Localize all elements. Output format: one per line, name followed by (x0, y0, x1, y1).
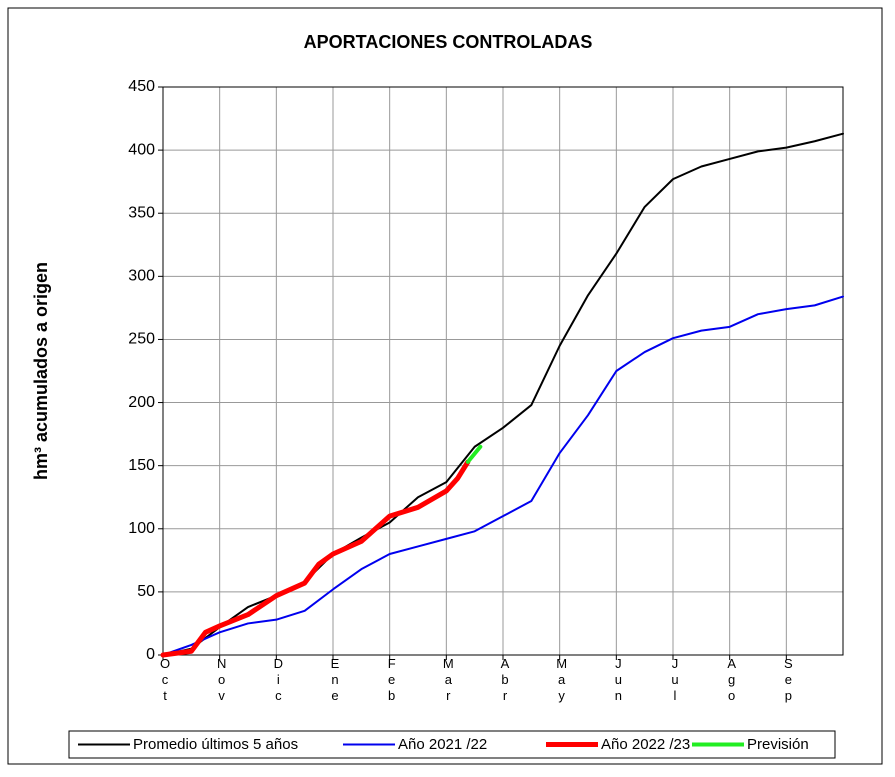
x-tick-letter: E (331, 656, 340, 671)
x-tick-letter: y (558, 688, 565, 703)
x-tick-letter: A (501, 656, 510, 671)
x-tick-letter: M (556, 656, 567, 671)
chart-title: APORTACIONES CONTROLADAS (304, 32, 593, 52)
series-line (465, 444, 483, 464)
legend-label: Previsión (747, 736, 809, 753)
x-tick-letter: S (784, 656, 793, 671)
x-tick-letter: b (501, 672, 508, 687)
y-tick-label: 0 (146, 646, 155, 663)
legend-label: Año 2021 /22 (398, 736, 487, 753)
x-tick-letter: N (217, 656, 226, 671)
x-tick-letter: D (274, 656, 283, 671)
x-tick-letter: l (674, 688, 677, 703)
x-tick-letter: n (615, 688, 622, 703)
x-tick-letter: o (218, 672, 225, 687)
y-tick-label: 450 (128, 78, 155, 95)
x-tick-letter: J (672, 656, 679, 671)
x-tick-letter: c (162, 672, 169, 687)
x-tick-letter: c (275, 688, 282, 703)
x-tick-letter: r (503, 688, 508, 703)
y-tick-label: 200 (128, 394, 155, 411)
x-tick-letter: i (277, 672, 280, 687)
x-tick-letter: n (331, 672, 338, 687)
y-tick-label: 150 (128, 457, 155, 474)
x-tick-letter: p (785, 688, 792, 703)
y-tick-label: 400 (128, 141, 155, 158)
x-tick-letter: e (785, 672, 792, 687)
x-tick-letter: g (728, 672, 735, 687)
legend-label: Año 2022 /23 (601, 736, 690, 753)
x-tick-letter: o (728, 688, 735, 703)
x-tick-letter: e (388, 672, 395, 687)
x-tick-letter: F (388, 656, 396, 671)
x-tick-letter: u (671, 672, 678, 687)
x-tick-letter: J (615, 656, 622, 671)
x-tick-letter: a (558, 672, 566, 687)
x-tick-letter: e (331, 688, 338, 703)
chart-frame (7, 7, 883, 765)
x-tick-letter: u (615, 672, 622, 687)
series-line (160, 459, 471, 658)
x-tick-letter: a (445, 672, 453, 687)
y-axis-label: hm³ acumulados a origen (31, 262, 51, 480)
y-tick-label: 300 (128, 268, 155, 285)
y-tick-label: 350 (128, 204, 155, 221)
x-tick-letter: b (388, 688, 395, 703)
plot-area (162, 86, 844, 656)
x-tick-letter: O (160, 656, 170, 671)
x-tick-letter: r (446, 688, 451, 703)
y-tick-label: 100 (128, 520, 155, 537)
x-tick-letter: M (443, 656, 454, 671)
y-tick-label: 250 (128, 331, 155, 348)
series-line (162, 295, 844, 656)
legend-label: Promedio últimos 5 años (133, 736, 298, 753)
x-tick-letter: v (218, 688, 225, 703)
x-tick-letter: A (727, 656, 736, 671)
y-tick-label: 50 (137, 583, 155, 600)
x-tick-letter: t (163, 688, 167, 703)
